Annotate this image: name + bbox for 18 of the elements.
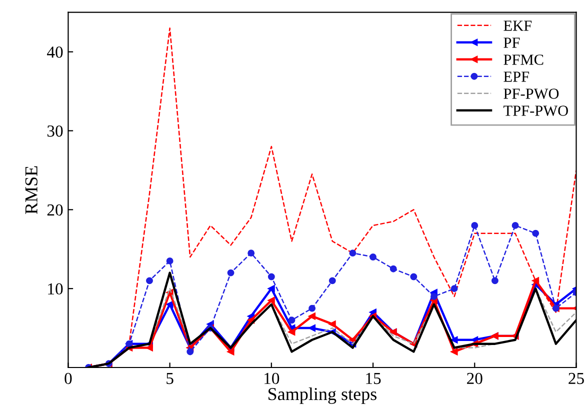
y-tick-label: 20 [47,204,63,216]
y-tick-label: 30 [47,125,63,137]
legend-label: PF-PWO [504,88,559,99]
y-axis-title: RMSE [25,166,38,214]
legend-label: PFMC [504,54,544,65]
y-tick-label: 40 [47,46,63,58]
x-tick-label: 15 [366,372,381,384]
x-tick-label: 5 [166,373,174,384]
legend-label: EKF [504,20,532,31]
x-tick-label: 10 [264,372,280,384]
x-tick-label: 20 [467,372,482,384]
y-tick-label: 10 [48,283,63,295]
legend-label: EPF [504,72,530,82]
legend-label: PF [504,38,520,48]
x-tick-label: 0 [64,372,72,384]
x-axis-title: Sampling steps [268,387,376,404]
legend-label: TPF-PWO [504,106,568,116]
x-tick-label: 25 [568,372,584,384]
